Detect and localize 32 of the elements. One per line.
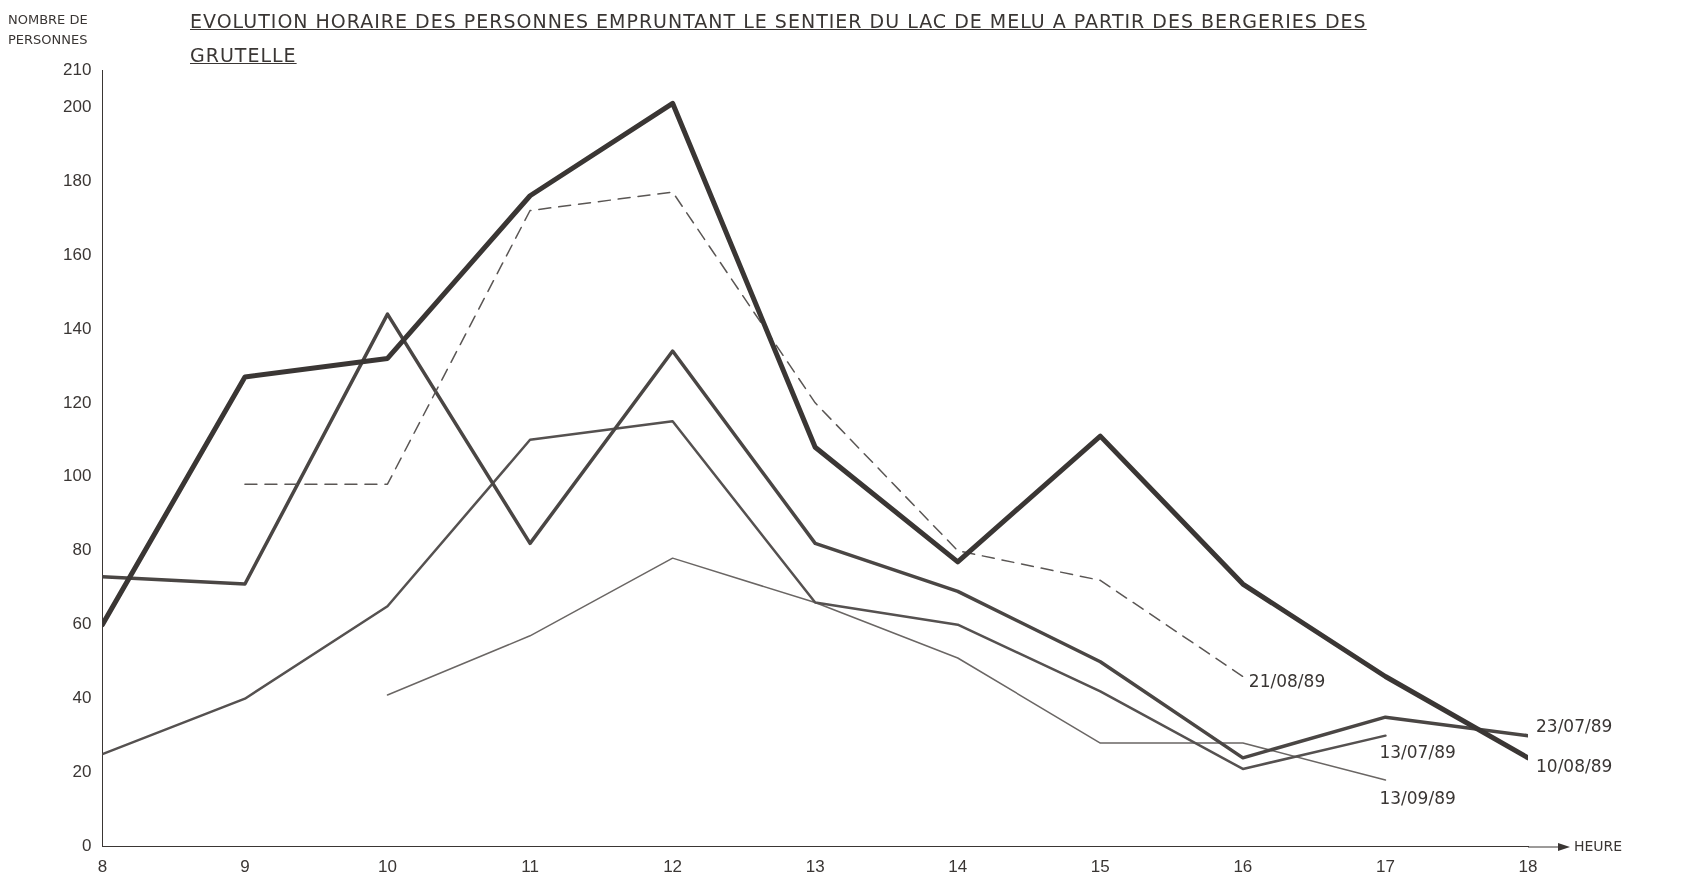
series-label: 10/08/89 [1536, 756, 1613, 777]
y-axis-title: NOMBRE DE PERSONNES [8, 11, 89, 49]
y-tick-label: 160 [62, 244, 92, 264]
y-tick-label: 100 [62, 466, 92, 486]
y-tick-label: 0 [81, 836, 92, 856]
series-label: 13/09/89 [1379, 788, 1456, 809]
series-label: 13/07/89 [1379, 742, 1456, 763]
series-label: 23/07/89 [1536, 716, 1613, 737]
y-tick-label: 180 [62, 170, 92, 190]
y-tick-label: 140 [62, 318, 92, 338]
y-tick-label: 80 [72, 540, 92, 560]
line-series [244, 191, 1244, 678]
x-tick-label: 18 [1518, 857, 1538, 877]
x-tick-label: 11 [521, 857, 539, 877]
y-tick-label: 200 [62, 96, 92, 116]
x-tick-label: 10 [378, 857, 397, 877]
x-tick-label: 8 [97, 857, 108, 877]
x-tick-label: 15 [1090, 857, 1110, 877]
y-tick-label: 60 [72, 614, 92, 634]
series-label: 21/08/89 [1248, 670, 1326, 691]
y-tick-label: 120 [62, 392, 92, 412]
chart-title: EVOLUTION HORAIRE DES PERSONNES EMPRUNTANT LE SENTIER DU LAC DE MELU A PARTIR DES BERGERIES DES GRUTELLE [190, 9, 1368, 68]
x-tick-label: 9 [240, 857, 250, 877]
x-tick-label: 17 [1375, 857, 1395, 877]
x-tick-label: 13 [805, 857, 825, 877]
y-tick-label: 40 [72, 688, 92, 708]
x-axis-title: HEURE [1574, 837, 1623, 854]
x-tick-label: 14 [948, 857, 968, 877]
y-tick-label: 210 [62, 59, 92, 79]
x-tick-label: 16 [1233, 857, 1253, 877]
y-tick-label: 20 [72, 762, 92, 782]
x-tick-label: 12 [663, 857, 683, 877]
